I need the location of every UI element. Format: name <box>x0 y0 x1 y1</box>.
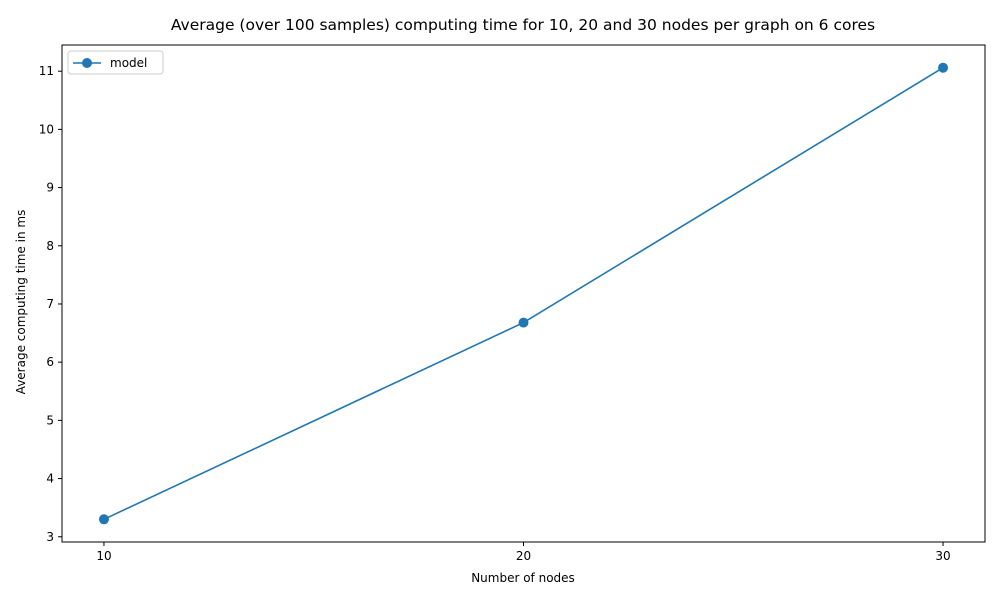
data-point <box>98 514 109 525</box>
y-tick-label: 6 <box>46 355 54 369</box>
x-axis-label: Number of nodes <box>471 571 575 585</box>
y-tick-label: 3 <box>46 530 54 544</box>
y-axis-label: Average computing time in ms <box>14 210 28 395</box>
y-tick-label: 8 <box>46 239 54 253</box>
y-tick-label: 7 <box>46 297 54 311</box>
y-tick-label: 4 <box>46 472 54 486</box>
chart-title: Average (over 100 samples) computing tim… <box>171 16 875 34</box>
x-tick-label: 10 <box>96 549 111 563</box>
data-point <box>938 62 949 73</box>
y-tick-label: 11 <box>39 64 54 78</box>
y-tick-label: 5 <box>46 413 54 427</box>
plot-area: 10 20 30 3 4 5 6 7 8 9 10 11 <box>39 44 986 563</box>
legend-marker <box>82 58 92 68</box>
legend: model <box>67 50 164 75</box>
legend-label: model <box>110 56 147 70</box>
legend-box <box>67 50 164 75</box>
x-tick-label: 20 <box>516 549 531 563</box>
y-tick-label: 10 <box>39 122 54 136</box>
data-point <box>518 317 529 328</box>
x-tick-label: 30 <box>935 549 950 563</box>
y-tick-label: 9 <box>46 181 54 195</box>
